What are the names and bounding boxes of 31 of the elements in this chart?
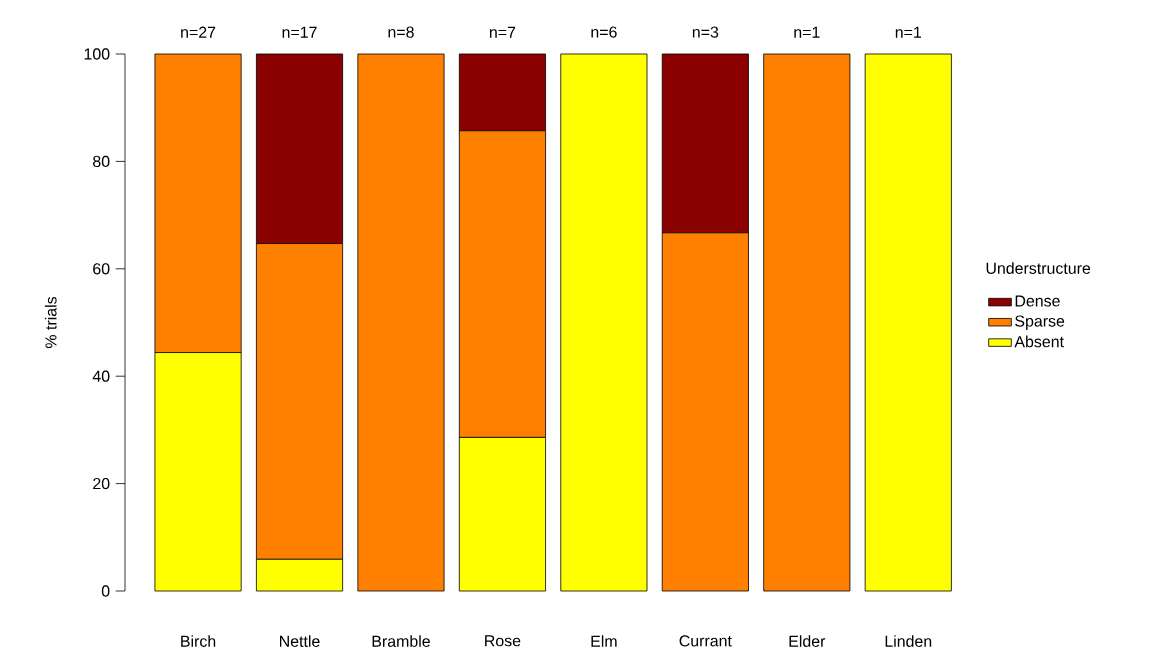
x-tick-label: Elm: [591, 635, 617, 647]
x-tick-label: Nettle: [280, 635, 320, 647]
annotation: n=8: [388, 26, 414, 38]
bar: [357, 53, 445, 592]
bar: [864, 53, 952, 592]
legend-label: Sparse: [1015, 315, 1065, 330]
legend-title: Understructure: [986, 262, 1091, 274]
x-tick-label: Elder: [789, 635, 826, 647]
y-axis-title: % trials: [44, 296, 57, 349]
annotation: n=3: [692, 26, 719, 38]
annotation: n=27: [181, 26, 216, 38]
x-tick-label: Currant: [679, 635, 732, 647]
annotation: n=17: [282, 26, 317, 38]
annotation: n=6: [591, 26, 617, 38]
bar: [560, 53, 648, 592]
x-tick-label: Linden: [885, 635, 932, 647]
legend-label: Absent: [1014, 335, 1064, 348]
y-tick-label: 20: [93, 477, 110, 490]
x-tick-label: Bramble: [372, 635, 430, 647]
legend-label: Dense: [1015, 295, 1060, 307]
y-tick-label: 40: [92, 370, 110, 382]
y-tick-label: 80: [93, 155, 110, 168]
bar: [763, 53, 851, 592]
y-tick-label: 60: [93, 263, 110, 275]
x-tick-label: Birch: [181, 635, 216, 647]
y-tick-label: 0: [101, 585, 110, 597]
annotation: n=1: [794, 26, 820, 38]
y-tick-label: 100: [84, 48, 110, 60]
annotation: n=1: [895, 26, 922, 38]
x-tick-label: Rose: [485, 635, 521, 647]
annotation: n=7: [489, 26, 516, 38]
